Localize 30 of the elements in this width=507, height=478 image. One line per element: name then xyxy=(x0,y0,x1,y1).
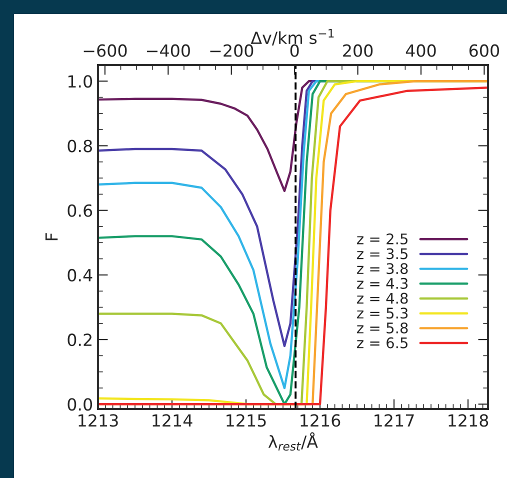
x-tick-label: 1213 xyxy=(78,414,118,427)
x2-tick-label: −400 xyxy=(147,44,190,57)
y-tick-label: 1.0 xyxy=(68,75,92,88)
y-tick-label: 0.4 xyxy=(68,268,92,282)
x2-tick-label: 0 xyxy=(290,44,299,57)
x2-tick-label: −600 xyxy=(84,44,127,57)
y-tick-label: 0.8 xyxy=(68,140,92,152)
x2-tick-label: 200 xyxy=(343,44,373,57)
legend-label: z = 4.8 xyxy=(357,292,408,304)
legend-label: z = 4.3 xyxy=(357,278,408,289)
x2-axis-title: Δv/km s$^{−1}$ xyxy=(250,29,334,46)
legend-label: z = 3.8 xyxy=(357,263,408,274)
x-axis-title: λ$_{rest}$/Å xyxy=(268,432,318,451)
x2-tick-label: 400 xyxy=(406,44,436,57)
legend-label: z = 2.5 xyxy=(357,233,408,244)
x2-tick-label: −200 xyxy=(210,44,254,57)
x-tick-label: 1217 xyxy=(374,414,414,427)
x-tick-label: 1218 xyxy=(448,414,488,427)
y-tick-label: 0.2 xyxy=(68,334,92,346)
x-tick-label: 1216 xyxy=(300,414,340,427)
legend-label: z = 5.3 xyxy=(357,308,408,319)
legend-label: z = 3.5 xyxy=(357,248,408,260)
y-tick-label: 0.0 xyxy=(68,398,92,411)
x-tick-label: 1214 xyxy=(152,414,192,427)
legend-label: z = 6.5 xyxy=(357,337,408,348)
x-tick-label: 1215 xyxy=(226,414,266,427)
legend-label: z = 5.8 xyxy=(357,322,408,334)
y-axis-title: F xyxy=(45,233,58,240)
y-tick-label: 0.6 xyxy=(68,204,92,217)
x2-tick-label: 600 xyxy=(469,44,500,57)
